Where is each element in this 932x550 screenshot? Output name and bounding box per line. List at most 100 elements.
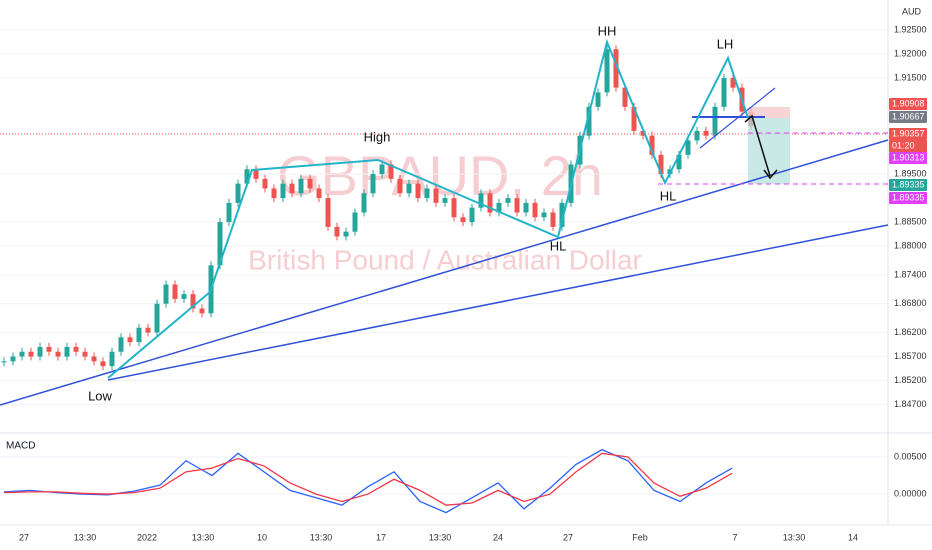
x-tick-label: 13:30: [783, 532, 806, 542]
trendline: [107, 224, 889, 381]
candle: [451, 198, 457, 218]
candle: [361, 193, 367, 213]
candle: [532, 202, 538, 218]
candle: [550, 212, 556, 227]
candle: [190, 294, 196, 309]
candle: [388, 164, 394, 179]
price-tag: [889, 98, 927, 110]
macd-tick-label: 0.00500: [894, 451, 927, 461]
candle: [82, 351, 88, 357]
candle: [469, 207, 475, 223]
candle: [424, 188, 430, 199]
annotation: HH: [598, 23, 617, 38]
candle: [352, 212, 358, 232]
y-tick-label: 1.85200: [894, 375, 927, 385]
candle: [37, 346, 43, 357]
candle: [298, 178, 304, 194]
candle: [505, 198, 511, 203]
candle: [316, 188, 322, 199]
arrow-head: [763, 169, 778, 180]
y-tick-label: 1.87400: [894, 269, 927, 279]
price-tag: [889, 152, 927, 164]
x-tick-label: 14: [848, 532, 858, 542]
candle: [145, 327, 151, 333]
macd-line: [3, 448, 733, 514]
candle: [595, 92, 601, 107]
candle: [100, 361, 106, 367]
y-tick-label: 1.88500: [894, 216, 927, 226]
candle: [631, 106, 637, 131]
x-tick-label: Feb: [632, 532, 648, 542]
candle: [415, 183, 421, 199]
price-tag-label: 1.90357: [892, 128, 925, 138]
price-tag: [889, 192, 927, 204]
candle: [397, 178, 403, 194]
price-tag: [889, 111, 927, 123]
candle: [514, 198, 520, 213]
candle: [307, 178, 313, 189]
macd-tick-label: 0.00000: [894, 488, 927, 498]
candle: [154, 303, 160, 333]
candle: [703, 130, 709, 136]
price-tag-label: 1.90667: [892, 111, 925, 121]
candle: [658, 154, 664, 175]
candle: [613, 49, 619, 88]
x-tick-label: 7: [732, 532, 737, 542]
x-tick-label: 13:30: [192, 532, 215, 542]
x-tick-label: 24: [493, 532, 503, 542]
macd-line: [3, 452, 733, 506]
y-tick-label: 1.89500: [894, 168, 927, 178]
candle: [181, 294, 187, 299]
x-tick-label: 27: [19, 532, 29, 542]
candle: [55, 351, 61, 357]
price-tag: [889, 128, 927, 140]
candle: [685, 140, 691, 155]
candle: [28, 351, 34, 357]
candle: [226, 202, 232, 223]
candle: [253, 169, 259, 179]
y-tick-label: 1.85700: [894, 351, 927, 361]
candle: [478, 193, 484, 208]
candle: [559, 202, 565, 227]
candle: [262, 178, 268, 189]
candle: [1, 361, 7, 363]
candle: [523, 202, 529, 213]
candle: [118, 337, 124, 352]
candle: [271, 188, 277, 199]
candle: [46, 346, 52, 352]
timer: 01:20: [892, 140, 915, 150]
candle: [325, 198, 331, 227]
annotation: Low: [88, 388, 112, 403]
candle: [280, 183, 286, 199]
candle: [730, 78, 736, 88]
x-tick-label: 17: [376, 532, 386, 542]
candle: [91, 356, 97, 362]
candle: [640, 130, 646, 136]
annotation: HL: [660, 188, 677, 203]
zigzag: [107, 38, 749, 379]
candle: [622, 87, 628, 107]
candle: [379, 164, 385, 175]
candle: [406, 183, 412, 194]
candle: [127, 337, 133, 343]
x-tick-label: 2022: [137, 532, 157, 542]
candle: [19, 351, 25, 357]
watermark-symbol: GBPAUD, 2h: [277, 144, 603, 207]
candle: [334, 226, 340, 237]
candle: [73, 346, 79, 352]
candle: [694, 130, 700, 141]
annotation: LH: [717, 36, 734, 51]
candle: [199, 308, 205, 314]
candle: [721, 78, 727, 107]
candle: [433, 188, 439, 203]
candle: [712, 106, 718, 136]
price-tag-label: 1.90908: [892, 98, 925, 108]
candle: [289, 183, 295, 194]
candle: [496, 202, 502, 213]
candle: [676, 154, 682, 170]
y-tick-label: 1.86200: [894, 327, 927, 337]
y-tick-label: 1.92500: [894, 24, 927, 34]
timer-bg: [889, 140, 927, 152]
candle: [64, 346, 70, 357]
